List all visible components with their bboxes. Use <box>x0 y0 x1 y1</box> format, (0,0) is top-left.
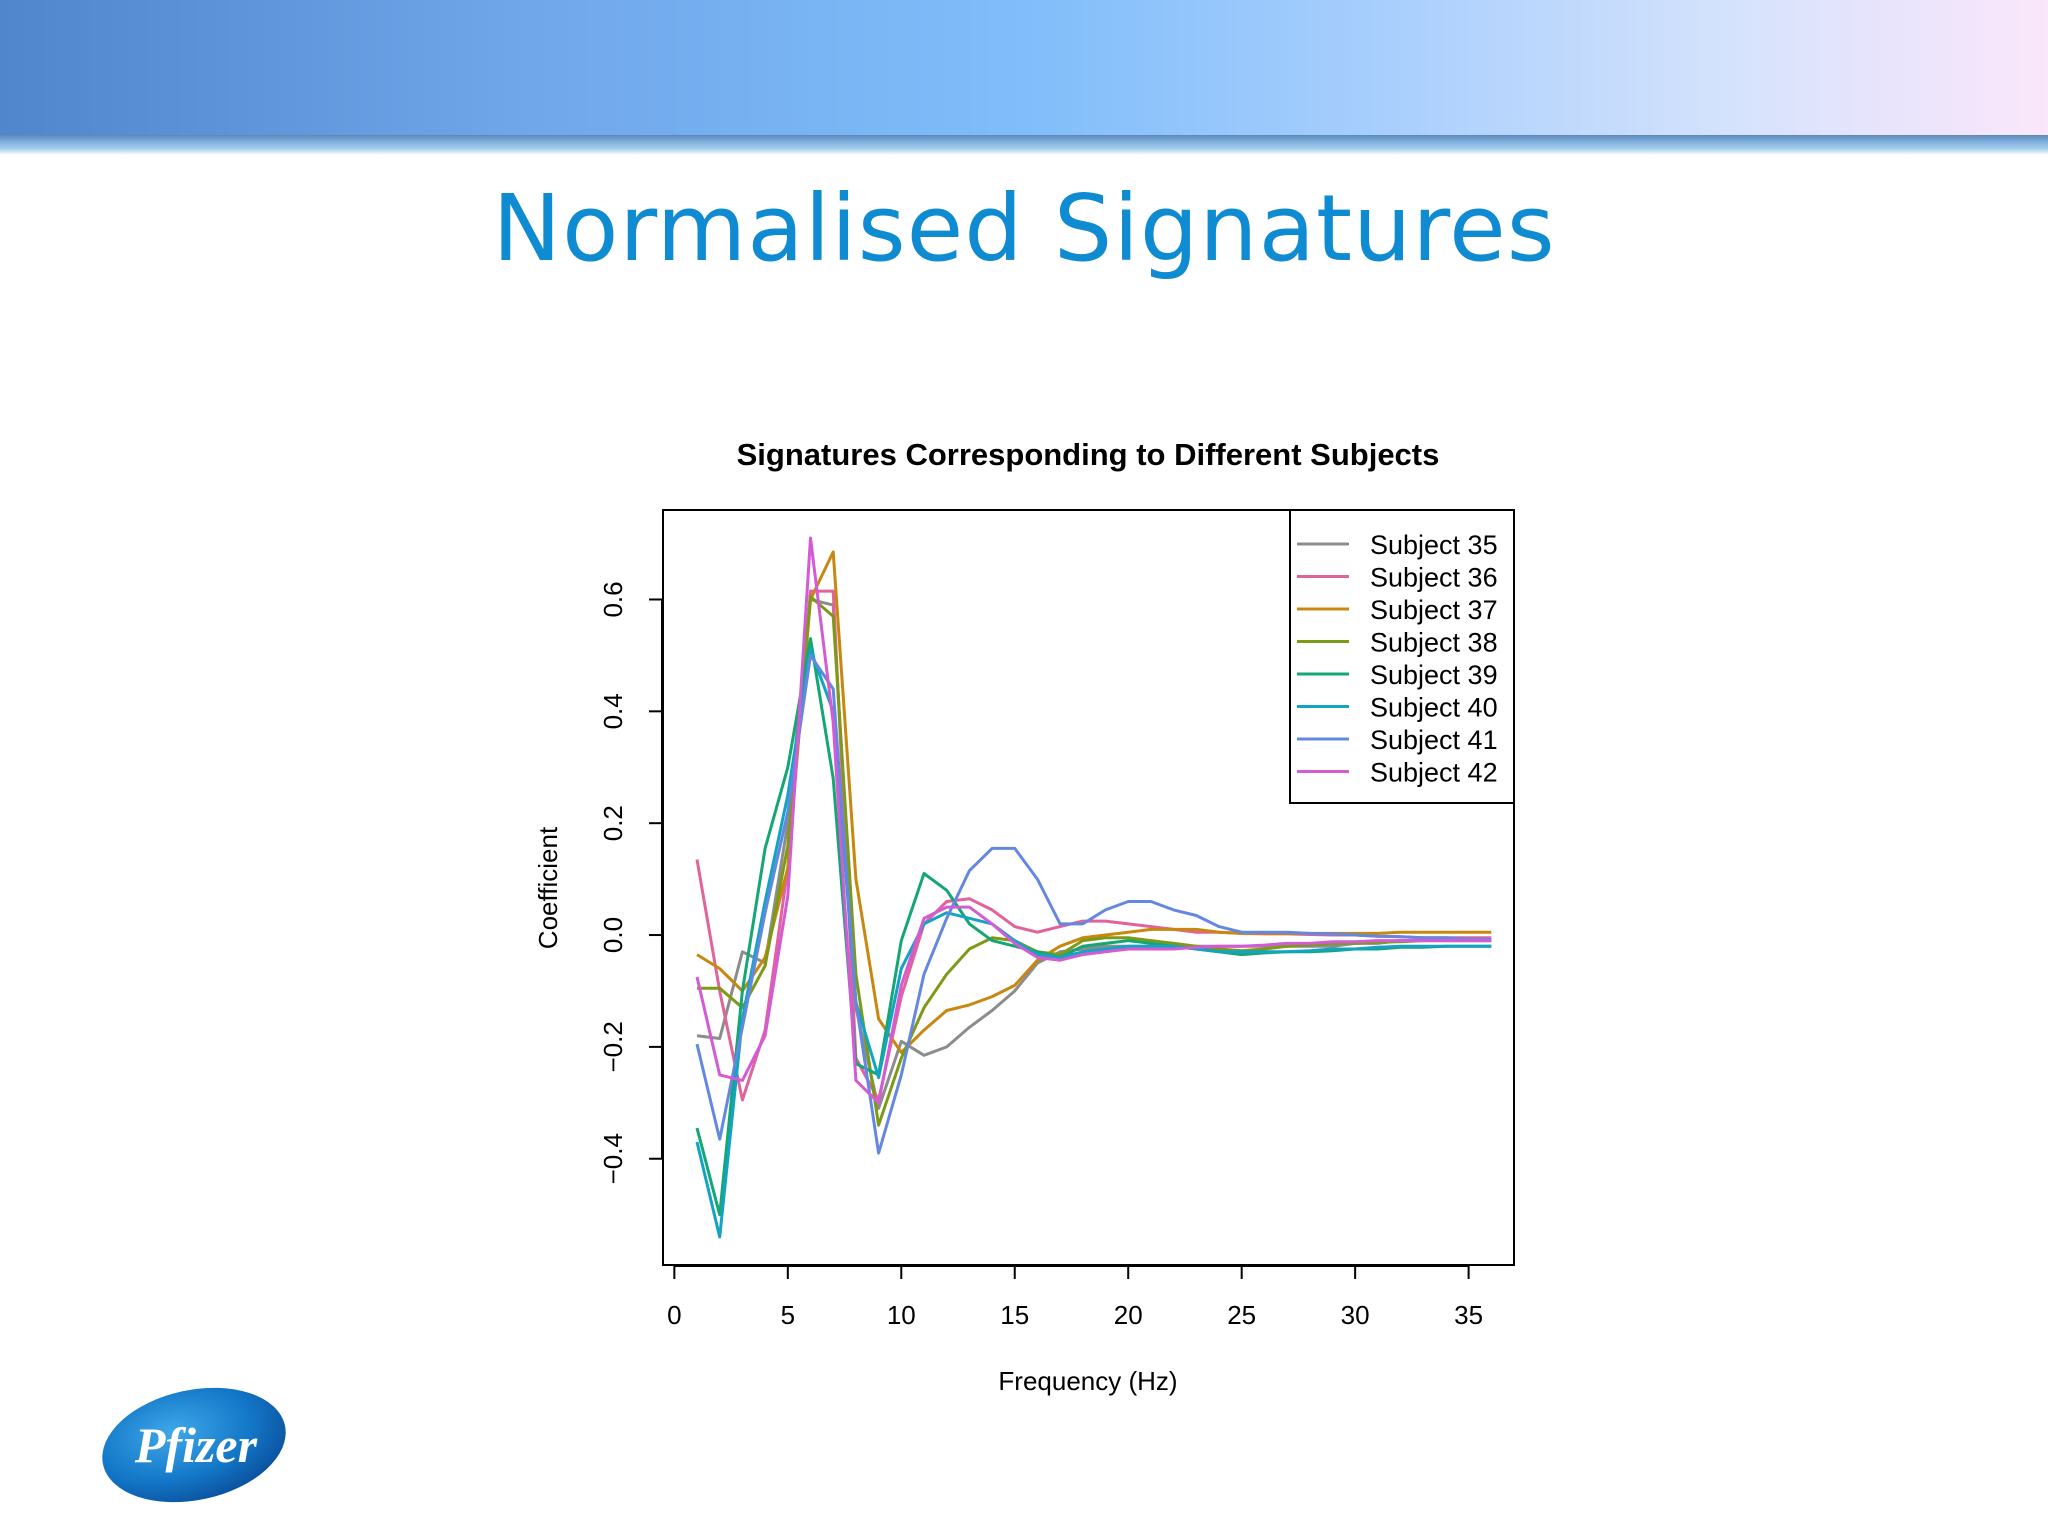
y-tick-label: 0.2 <box>598 805 628 841</box>
x-tick-label: 25 <box>1227 1300 1256 1330</box>
legend-label: Subject 42 <box>1370 758 1498 788</box>
plot-frame <box>662 509 1515 1266</box>
x-tick-label: 0 <box>667 1300 681 1330</box>
x-tick-label: 10 <box>887 1300 916 1330</box>
y-axis-label: Coefficient <box>533 826 563 949</box>
header-band-shadow <box>0 135 2048 155</box>
legend-label: Subject 40 <box>1370 693 1498 723</box>
legend-label: Subject 39 <box>1370 660 1498 690</box>
logo-text: Pfizer <box>134 1417 258 1473</box>
legend-label: Subject 38 <box>1370 628 1498 658</box>
header-band <box>0 0 2048 135</box>
chart-title: Signatures Corresponding to Different Su… <box>737 437 1440 472</box>
x-axis-label: Frequency (Hz) <box>998 1366 1177 1396</box>
pfizer-logo: Pfizer <box>102 1387 286 1503</box>
y-tick-label: 0.0 <box>598 917 628 953</box>
y-tick-label: 0.4 <box>598 693 628 729</box>
x-axis: 0 5 10 15 20 25 30 35 <box>667 1265 1483 1330</box>
x-tick-label: 35 <box>1454 1300 1483 1330</box>
x-tick-label: 15 <box>1000 1300 1029 1330</box>
y-axis: −0.4 −0.2 0.0 0.2 0.4 0.6 <box>598 581 663 1184</box>
x-tick-label: 5 <box>781 1300 795 1330</box>
x-tick-label: 20 <box>1114 1300 1143 1330</box>
legend-label: Subject 37 <box>1370 595 1498 625</box>
series-line-subject-42 <box>695 536 1492 1105</box>
legend-label: Subject 35 <box>1370 530 1498 560</box>
series-lines <box>695 536 1492 1239</box>
y-tick-label: 0.6 <box>598 581 628 617</box>
y-tick-label: −0.2 <box>598 1021 628 1072</box>
legend-label: Subject 36 <box>1370 563 1498 593</box>
y-tick-label: −0.4 <box>598 1133 628 1184</box>
x-tick-label: 30 <box>1341 1300 1370 1330</box>
legend-label: Subject 41 <box>1370 725 1498 755</box>
series-line-subject-37 <box>696 550 1492 1054</box>
legend-box <box>1289 509 1515 804</box>
slide-title: Normalised Signatures <box>492 175 1556 282</box>
series-line-subject-38 <box>697 595 1492 1127</box>
